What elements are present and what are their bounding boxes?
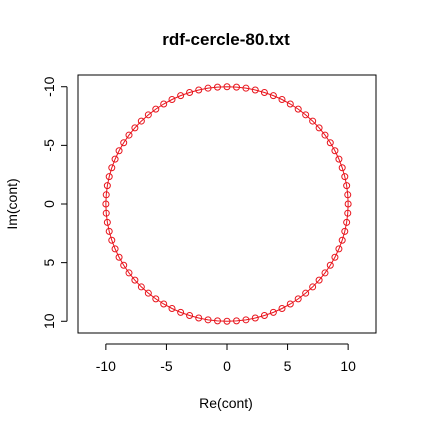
data-point: [214, 83, 221, 91]
data-point: [204, 316, 212, 324]
data-point: [111, 245, 119, 253]
data-point: [286, 300, 294, 308]
data-point: [309, 283, 317, 291]
data-point: [251, 86, 259, 94]
data-point: [108, 236, 116, 244]
data-point: [214, 317, 221, 325]
data-point: [223, 317, 231, 325]
data-point: [335, 245, 343, 253]
y-axis-label: Im(cont): [4, 178, 20, 229]
x-tick-label: 10: [340, 358, 356, 374]
data-point: [177, 92, 185, 100]
x-tick-label: 5: [284, 358, 292, 374]
data-point: [309, 117, 317, 125]
data-point: [242, 316, 250, 324]
x-tick-label: -10: [96, 358, 116, 374]
data-point: [335, 155, 343, 163]
data-point: [321, 269, 329, 277]
data-point: [102, 200, 110, 208]
data-point: [152, 295, 160, 303]
data-point: [269, 308, 277, 316]
data-point: [186, 312, 194, 320]
data-point: [144, 111, 152, 119]
data-point: [341, 227, 349, 235]
data-point: [331, 147, 339, 155]
x-axis: -10 -5 0 5 10: [96, 343, 356, 374]
data-point: [168, 304, 176, 312]
data-point: [137, 117, 145, 125]
data-point: [131, 276, 139, 284]
data-point: [102, 209, 110, 217]
data-point: [294, 105, 302, 113]
chart-title: rdf-cercle-80.txt: [162, 30, 290, 49]
data-point: [343, 182, 351, 190]
y-tick-label: -10: [41, 76, 57, 96]
x-axis-label: Re(cont): [199, 395, 253, 411]
data-point: [338, 236, 346, 244]
data-point: [302, 289, 310, 297]
data-point: [260, 88, 268, 96]
data-point: [223, 83, 231, 91]
y-tick-label: 5: [41, 259, 57, 267]
data-point: [204, 84, 212, 92]
data-point: [195, 314, 203, 322]
data-point: [233, 317, 240, 325]
data-point: [160, 300, 168, 308]
data-point: [233, 83, 240, 91]
data-point: [105, 173, 113, 181]
data-point: [294, 295, 302, 303]
x-tick-label: -5: [160, 358, 173, 374]
data-point: [344, 200, 352, 208]
x-tick-label: 0: [223, 358, 231, 374]
data-point: [105, 227, 113, 235]
data-point: [103, 182, 111, 190]
data-point: [260, 312, 268, 320]
data-point: [326, 139, 334, 147]
data-point: [160, 100, 168, 108]
data-point: [341, 173, 349, 181]
data-point: [286, 100, 294, 108]
data-point: [278, 304, 286, 312]
data-point: [186, 88, 194, 96]
data-point: [115, 147, 123, 155]
data-point: [344, 191, 352, 199]
data-point: [144, 289, 152, 297]
data-point: [315, 124, 323, 132]
data-point: [326, 261, 334, 269]
data-point: [344, 209, 352, 217]
data-point: [125, 269, 133, 277]
data-point: [331, 253, 339, 261]
data-point: [321, 131, 329, 139]
data-point: [251, 314, 259, 322]
y-tick-label: -5: [41, 139, 57, 152]
data-point: [120, 139, 128, 147]
data-point: [242, 84, 250, 92]
plot-frame: [77, 74, 377, 334]
data-point: [103, 218, 111, 226]
data-point: [111, 155, 119, 163]
data-point: [152, 105, 160, 113]
series-circle: [102, 83, 352, 325]
data-point: [315, 276, 323, 284]
data-point: [125, 131, 133, 139]
data-point: [343, 218, 351, 226]
data-point: [120, 261, 128, 269]
data-point: [102, 191, 110, 199]
y-axis: -10 -5 0 5 10: [41, 76, 68, 329]
data-point: [195, 86, 203, 94]
data-point: [131, 124, 139, 132]
data-point: [177, 308, 185, 316]
y-tick-label: 0: [41, 200, 57, 208]
data-point: [278, 96, 286, 104]
data-point: [115, 253, 123, 261]
data-point: [137, 283, 145, 291]
data-point: [338, 164, 346, 172]
data-point: [108, 164, 116, 172]
data-point: [168, 96, 176, 104]
y-tick-label: 10: [41, 313, 57, 329]
data-point: [269, 92, 277, 100]
data-point: [302, 111, 310, 119]
